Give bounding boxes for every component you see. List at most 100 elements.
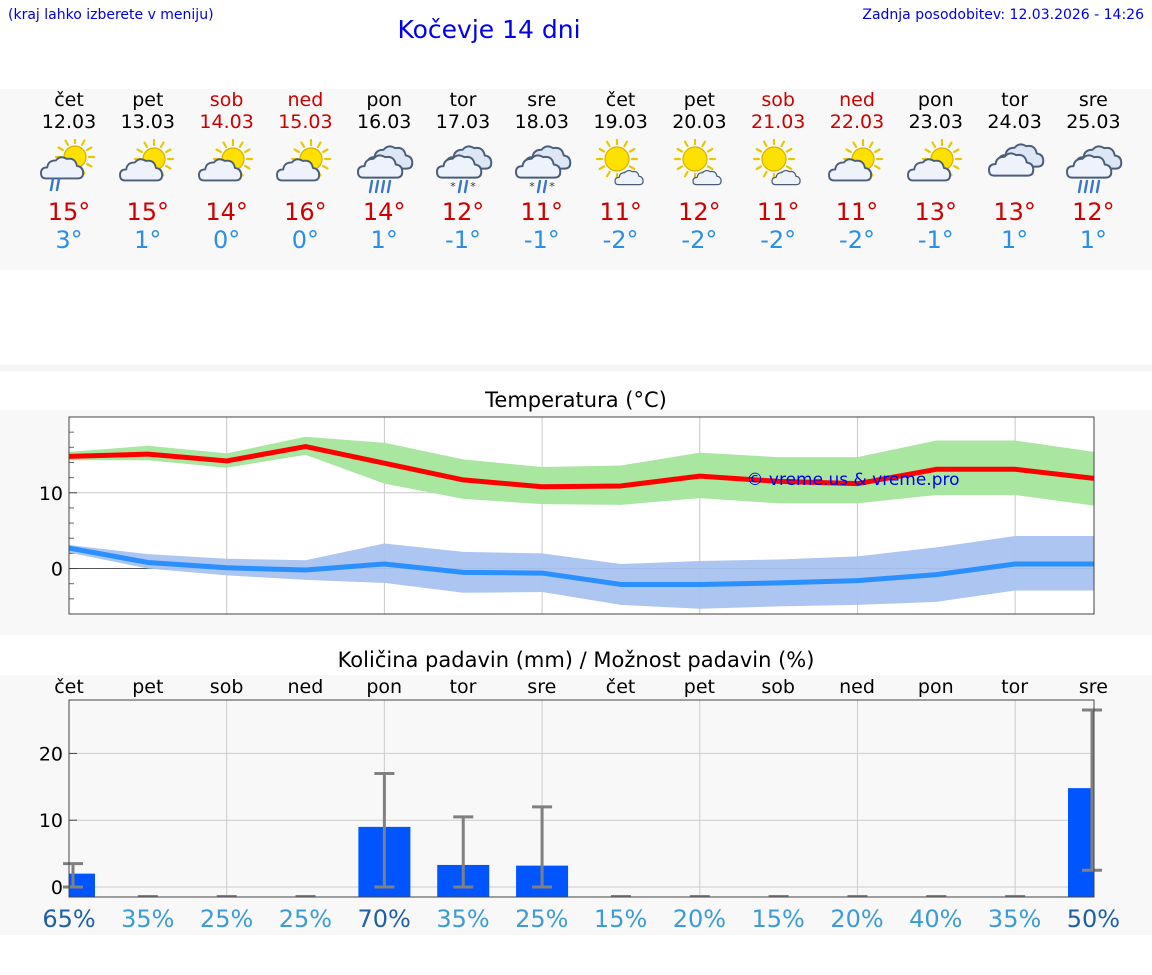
svg-text:*: * [529,180,535,193]
day-date: 12.03 [41,111,97,133]
day-label: sob [210,676,244,698]
sleet-cloud-icon: * * [436,145,493,194]
min-temperature: -2° [681,226,718,254]
precipitation-chart-title: Količina padavin (mm) / Možnost padavin … [337,648,815,672]
max-temperature-line [68,444,1095,490]
day-label: pet [684,676,715,698]
temperature-chart-title: Temperatura (°C) [485,388,667,412]
error-bar [532,805,553,889]
mostly-sunny-icon [674,139,723,186]
min-temperature: -1° [917,226,954,254]
day-label: sob [761,676,795,698]
error-bar [453,815,474,889]
day-name: pet [683,89,715,111]
svg-text:*: * [549,180,555,193]
min-temperature: 0° [212,226,241,254]
day-name: pon [917,89,954,111]
day-date: 19.03 [593,111,648,133]
day-name: pon [366,89,403,111]
max-range-band [69,436,1094,506]
precipitation-chart: čet pet sob ned pon tor sre čet pet sob ned pon tor s… [39,676,1120,933]
precipitation-probability: 35% [121,905,174,933]
max-temperature: 15° [47,198,91,226]
partly-sunny-icon [828,139,884,182]
mostly-sunny-icon [595,139,644,186]
precipitation-probability: 35% [988,905,1041,933]
temperature-chart: 10 0 © vreme.us & vreme.pro [39,416,1095,615]
min-temperature: -1° [523,226,560,254]
y-tick-label: 0 [51,559,63,581]
sleet-cloud-icon: * * [514,145,572,194]
min-temperature: -2° [760,226,797,254]
min-temperature: -1° [445,226,481,254]
location-hint: (kraj lahko izberete v meniju) [8,7,214,23]
min-temperature: 1° [134,226,162,254]
plot-border [68,699,1095,898]
day-label: tor [450,676,477,698]
day-date: 14.03 [199,111,254,133]
partly-sunny-icon [197,139,253,182]
max-temperature: 12° [441,198,485,226]
day-label: pon [918,676,954,698]
cloudy-icon [987,143,1044,177]
max-temperature: 11° [756,198,800,226]
day-date: 16.03 [356,111,412,133]
max-temperature: 14° [362,198,406,226]
separator-band [0,365,1152,371]
y-tick-label: 10 [39,483,63,505]
y-tick-label: 10 [39,810,63,832]
day-label: čet [54,676,84,698]
rain-cloud-icon [357,145,414,194]
max-temperature: 11° [599,198,642,226]
precipitation-probability: 35% [436,905,489,933]
max-temperature: 16° [284,198,327,226]
svg-text:*: * [470,180,476,193]
min-temperature: 1° [370,226,398,254]
day-label: sre [527,676,556,698]
last-update: Zadnja posodobitev: 12.03.2026 - 14:26 [862,7,1144,23]
day-date: 22.03 [829,111,885,133]
partly-sunny-icon [276,139,332,182]
precipitation-probability: 20% [830,905,883,933]
min-temperature-line [68,545,1094,587]
day-date: 20.03 [672,111,727,133]
precipitation-probability: 25% [200,905,253,933]
day-date: 15.03 [278,111,333,133]
day-name: ned [287,89,324,111]
day-date: 18.03 [514,111,569,133]
plot-border [68,416,1095,615]
precipitation-bar [1068,788,1094,897]
min-range-band [69,535,1094,609]
watermark: © vreme.us & vreme.pro [746,470,959,490]
page-title: Kočevje 14 dni [397,15,581,44]
day-name: pet [132,89,164,111]
error-bar [1082,708,1102,872]
precipitation-probability: 15% [752,905,805,933]
day-label: tor [1001,676,1028,698]
rain-cloud-icon [1066,145,1123,194]
precipitation-probability: 70% [358,905,411,933]
max-temperature: 12° [678,198,721,226]
day-name: sob [761,89,795,111]
max-temperature: 14° [205,198,248,226]
day-date: 25.03 [1066,111,1121,133]
day-name: sob [209,89,244,111]
day-date: 17.03 [435,111,491,133]
day-date: 21.03 [750,111,806,133]
plot-area [69,700,1094,897]
min-temperature: -2° [839,226,875,254]
day-name: sre [1078,89,1108,111]
mostly-sunny-icon [753,139,801,186]
min-temperature: 1° [1079,226,1108,254]
max-temperature: 11° [520,198,564,226]
min-temperature: 1° [1000,226,1029,254]
precipitation-probability: 40% [909,905,962,933]
max-temperature: 13° [993,198,1036,226]
day-label: čet [606,676,636,698]
day-name: tor [449,89,477,111]
error-bar [63,862,83,889]
svg-text:*: * [450,180,456,193]
precipitation-probability: 25% [515,905,568,933]
y-tick-label: 20 [39,743,63,765]
day-date: 24.03 [987,111,1042,133]
